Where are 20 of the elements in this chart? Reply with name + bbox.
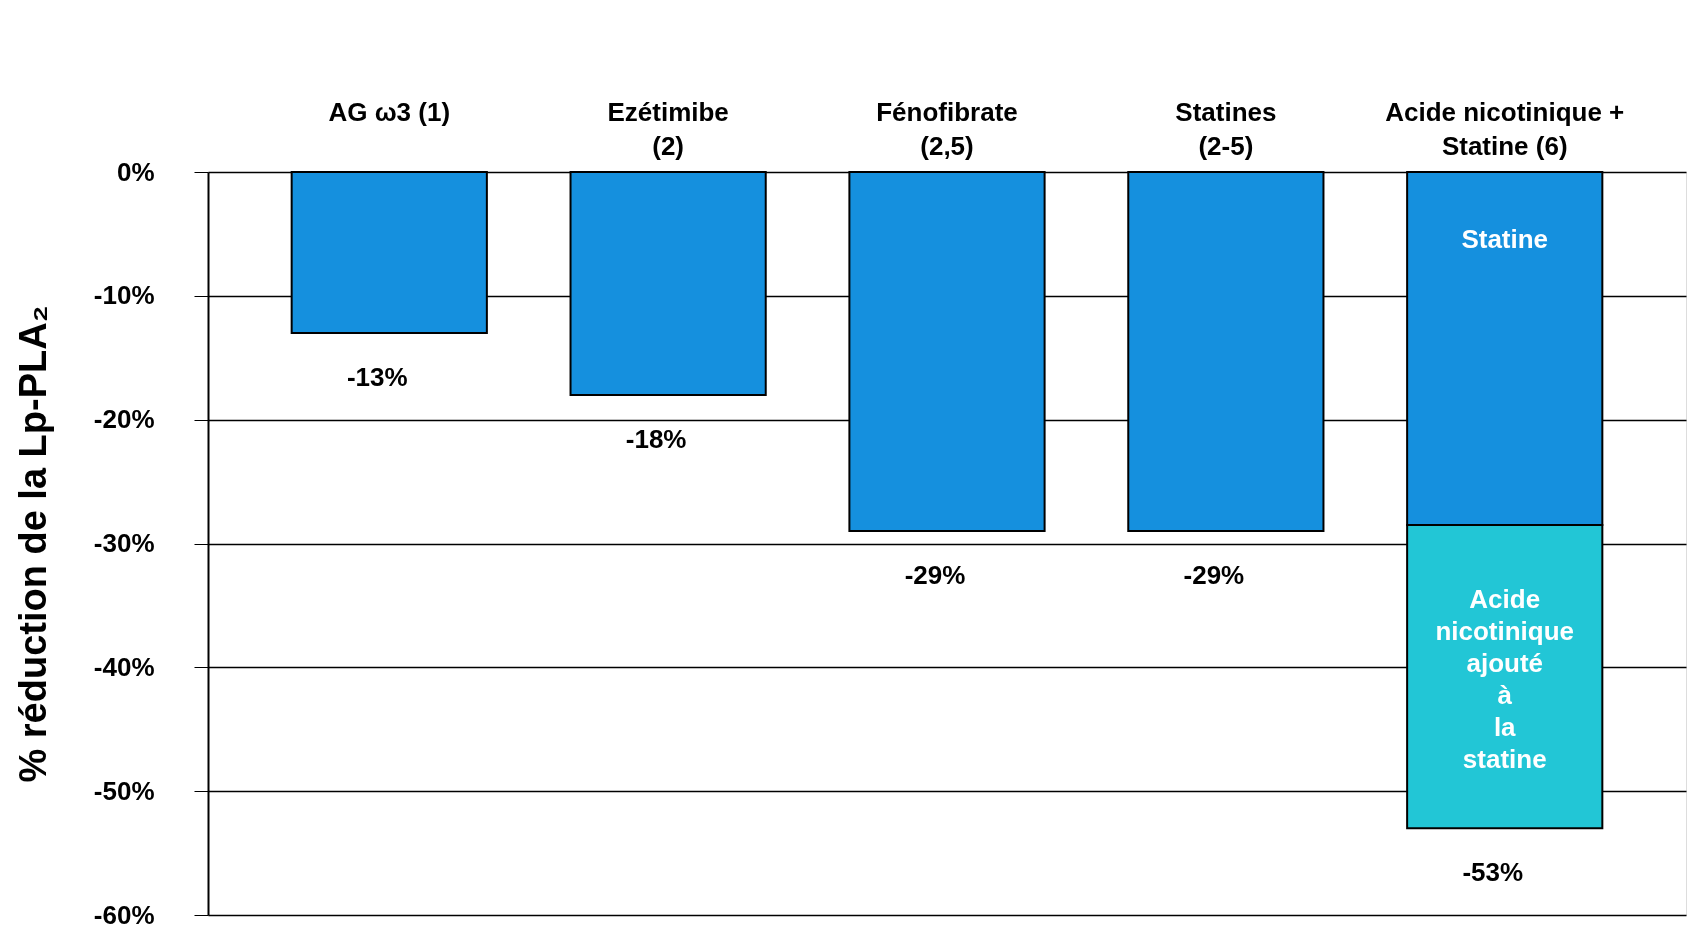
total-label: -29% bbox=[904, 560, 966, 591]
x-tick-label: Acide nicotinique + Statine (6) bbox=[1385, 97, 1625, 161]
y-tick-label: 0% bbox=[116, 156, 155, 187]
total-label: -13% bbox=[346, 361, 408, 392]
total-label: -29% bbox=[1183, 560, 1245, 591]
x-tick-label: Statines (2-5) bbox=[1175, 97, 1277, 161]
x-tick-label: Fénofibrate (2,5) bbox=[876, 97, 1018, 161]
x-tick-label: AG ω3 (1) bbox=[328, 97, 451, 127]
y-tick-label: -60% bbox=[93, 899, 155, 930]
total-label: -18% bbox=[625, 423, 687, 454]
y-tick-label: -20% bbox=[93, 404, 155, 435]
annotation: Acide nicotinique ajouté à la statine bbox=[1435, 584, 1575, 774]
y-tick-label: -30% bbox=[93, 528, 155, 558]
annotation: Statine bbox=[1461, 224, 1549, 254]
x-tick-label: Ezétimibe (2) bbox=[607, 97, 729, 161]
y-tick-label: -10% bbox=[93, 280, 155, 311]
y-tick-label: -40% bbox=[93, 651, 155, 682]
total-label: -53% bbox=[1462, 857, 1524, 888]
y-axis-title: % réduction de la Lp-PLA₂ bbox=[11, 305, 54, 783]
y-tick-label: -50% bbox=[93, 775, 155, 806]
